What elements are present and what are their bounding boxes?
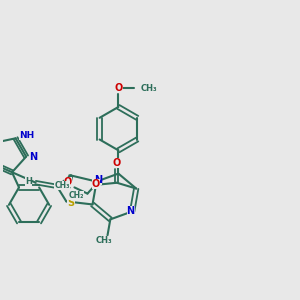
Text: N: N [94,175,102,185]
Text: CH₃: CH₃ [95,236,112,245]
Text: O: O [114,83,122,93]
Text: CH₃: CH₃ [54,182,70,190]
Text: H: H [26,177,32,186]
Text: O: O [92,179,100,189]
Text: CH₂: CH₂ [69,190,84,200]
Text: O: O [113,158,121,168]
Text: N: N [29,152,38,162]
Text: S: S [68,198,74,208]
Text: O: O [64,177,72,187]
Text: N: N [127,206,135,216]
Text: CH₃: CH₃ [141,84,157,93]
Text: NH: NH [19,131,34,140]
